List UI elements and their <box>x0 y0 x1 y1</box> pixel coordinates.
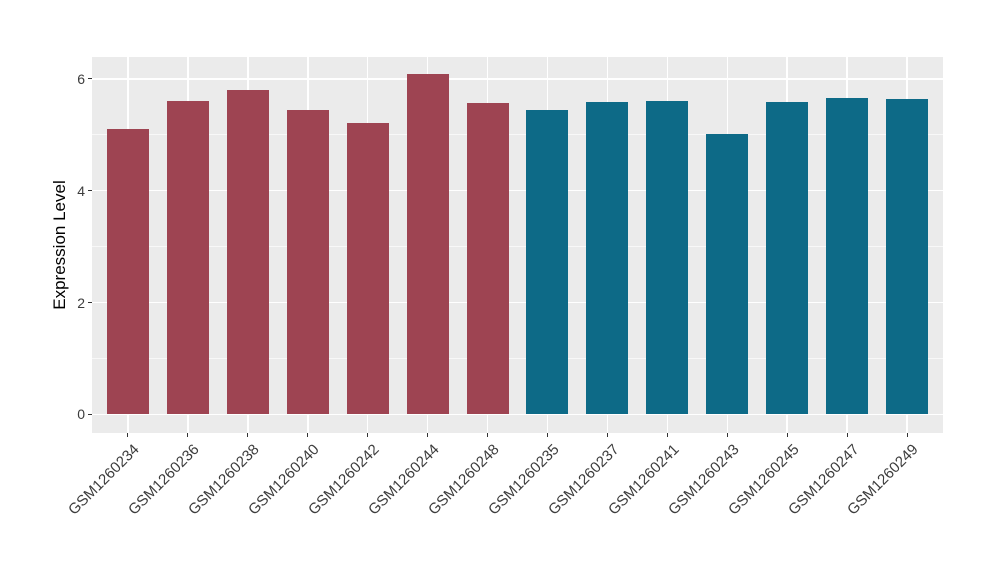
bar-GSM1260242 <box>346 122 389 415</box>
x-tick-mark <box>906 433 908 437</box>
y-tick-label: 0 <box>77 406 85 423</box>
bar-GSM1260240 <box>286 110 329 415</box>
major-gridline <box>92 413 943 416</box>
bar-GSM1260238 <box>226 90 269 415</box>
bar-GSM1260243 <box>706 134 749 415</box>
x-tick-mark <box>247 433 249 437</box>
bar-GSM1260249 <box>886 99 929 415</box>
bar-GSM1260245 <box>766 101 809 415</box>
y-tick-mark <box>88 190 92 192</box>
bar-GSM1260247 <box>826 97 869 415</box>
y-tick-label: 4 <box>77 182 85 199</box>
minor-gridline <box>92 246 943 248</box>
major-gridline <box>92 189 943 192</box>
minor-gridline <box>92 357 943 359</box>
x-tick-mark <box>127 433 129 437</box>
bar-GSM1260244 <box>406 73 449 415</box>
y-tick-label: 6 <box>77 70 85 87</box>
x-tick-mark <box>546 433 548 437</box>
bar-GSM1260241 <box>646 100 689 415</box>
bar-GSM1260248 <box>466 103 509 415</box>
major-gridline <box>92 78 943 80</box>
x-tick-mark <box>786 433 788 437</box>
major-gridline <box>92 301 943 304</box>
y-tick-mark <box>88 413 92 415</box>
x-tick-mark <box>427 433 429 437</box>
y-tick-mark <box>88 78 92 80</box>
bar-GSM1260235 <box>526 110 569 415</box>
x-tick-mark <box>846 433 848 437</box>
x-tick-mark <box>187 433 189 437</box>
minor-gridline <box>92 134 943 136</box>
bar-GSM1260237 <box>586 101 629 415</box>
x-tick-mark <box>666 433 668 437</box>
plot-panel <box>92 57 943 433</box>
y-axis-title-text: Expression Level <box>50 180 69 310</box>
bar-GSM1260234 <box>106 129 149 415</box>
x-tick-mark <box>487 433 489 437</box>
x-tick-mark <box>726 433 728 437</box>
bar-GSM1260236 <box>166 100 209 415</box>
y-tick-label: 2 <box>77 294 85 311</box>
x-tick-mark <box>606 433 608 437</box>
y-tick-mark <box>88 302 92 303</box>
x-tick-mark <box>367 433 369 437</box>
x-tick-mark <box>307 433 309 437</box>
